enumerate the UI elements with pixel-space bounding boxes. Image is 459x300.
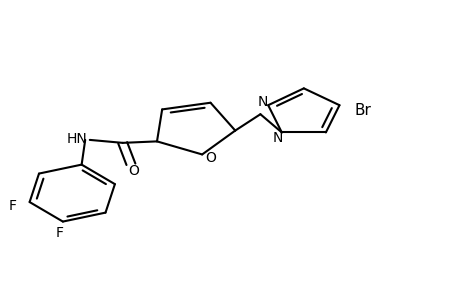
Text: O: O [205,151,215,165]
Text: F: F [55,226,63,240]
Text: O: O [128,164,138,178]
Text: N: N [272,131,283,145]
Text: F: F [9,199,17,212]
Text: HN: HN [67,132,87,146]
Text: Br: Br [354,103,371,118]
Text: N: N [257,94,267,109]
